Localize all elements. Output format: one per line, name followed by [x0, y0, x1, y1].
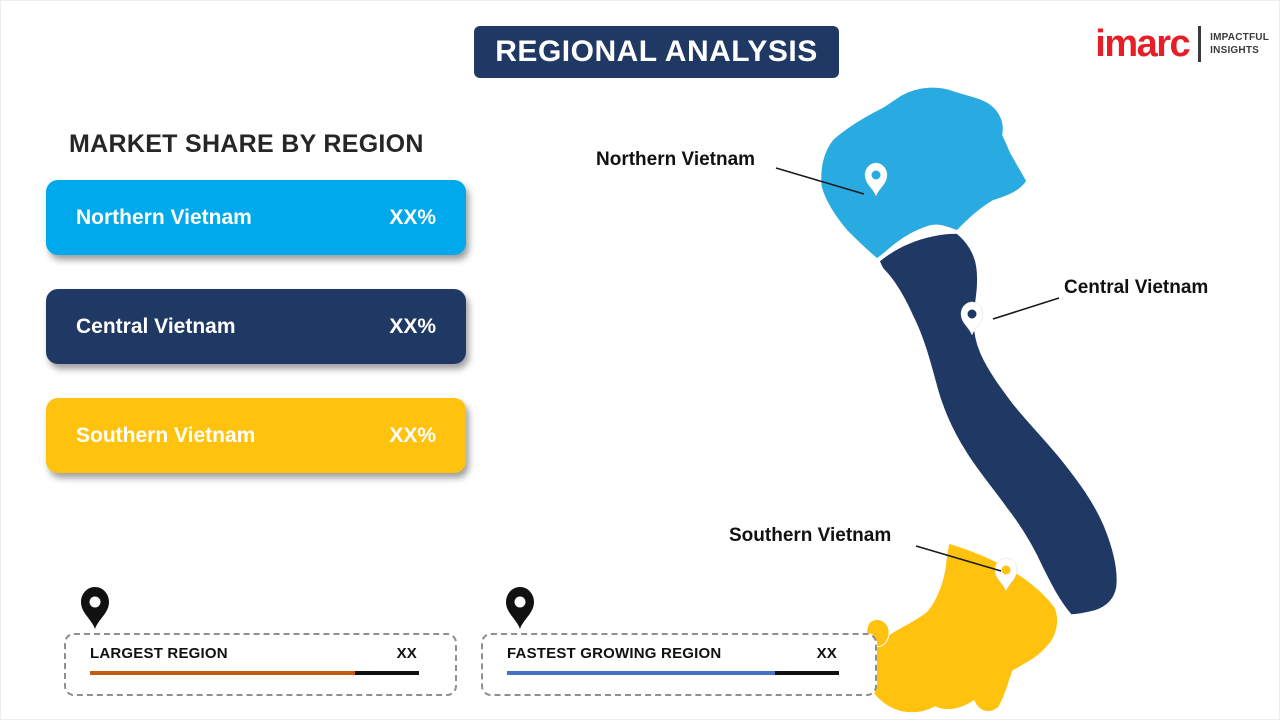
- logo-tagline-line2: INSIGHTS: [1210, 45, 1259, 56]
- legend-label: FASTEST GROWING REGION: [507, 645, 722, 662]
- legend-line-black-segment: [355, 671, 419, 675]
- map-pin-central-vietnam: [960, 301, 984, 336]
- legend-line: [90, 671, 419, 675]
- bar-value: XX%: [389, 205, 436, 229]
- legend-value: XX: [396, 645, 417, 662]
- bar-value: XX%: [389, 423, 436, 447]
- logo-divider: [1198, 26, 1202, 62]
- bar-value: XX%: [389, 314, 436, 338]
- market-share-bar-southern-vietnam: Southern Vietnam XX%: [46, 398, 466, 473]
- legend-line-colored-segment: [507, 671, 775, 675]
- legend-value: XX: [816, 645, 837, 662]
- fastest-growing-region-pin-icon: [506, 587, 534, 629]
- map-region-central-vietnam: [878, 232, 1119, 616]
- map-region-southern-vietnam: [864, 542, 1059, 714]
- legend-line-colored-segment: [90, 671, 355, 675]
- largest-region-pin-icon: [81, 587, 109, 629]
- logo-tagline: IMPACTFUL INSIGHTS: [1210, 31, 1269, 57]
- bar-label: Southern Vietnam: [76, 423, 256, 447]
- page-title-banner: REGIONAL ANALYSIS: [474, 26, 839, 78]
- vietnam-map: [819, 86, 1119, 714]
- imarc-logo: imarc IMPACTFUL INSIGHTS: [1095, 25, 1269, 63]
- map-pin-northern-vietnam: [864, 162, 888, 197]
- map-label-central-vietnam: Central Vietnam: [1064, 277, 1209, 298]
- page-title: REGIONAL ANALYSIS: [495, 35, 818, 68]
- bar-label: Northern Vietnam: [76, 205, 252, 229]
- map-label-southern-vietnam: Southern Vietnam: [729, 525, 892, 546]
- logo-tagline-line1: IMPACTFUL: [1210, 32, 1269, 43]
- market-share-bar-central-vietnam: Central Vietnam XX%: [46, 289, 466, 364]
- legend-line: [507, 671, 839, 675]
- market-share-heading: MARKET SHARE BY REGION: [69, 130, 424, 158]
- map-region-northern-vietnam: [819, 86, 1028, 260]
- legend-fastest-growing-region: FASTEST GROWING REGION XX: [481, 633, 877, 696]
- map-label-northern-vietnam: Northern Vietnam: [596, 149, 756, 170]
- legend-label: LARGEST REGION: [90, 645, 228, 662]
- market-share-bar-northern-vietnam: Northern Vietnam XX%: [46, 180, 466, 255]
- imarc-logo-wordmark: imarc: [1095, 23, 1190, 65]
- bar-label: Central Vietnam: [76, 314, 236, 338]
- legend-largest-region: LARGEST REGION XX: [64, 633, 457, 696]
- legend-line-black-segment: [775, 671, 839, 675]
